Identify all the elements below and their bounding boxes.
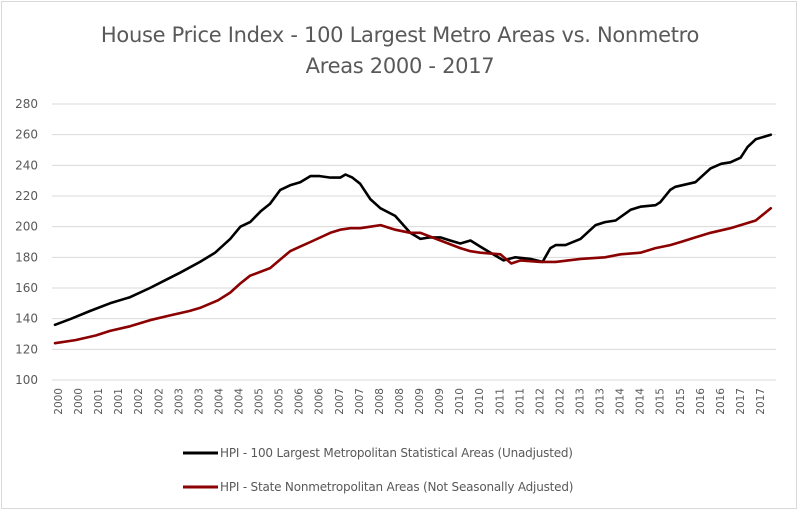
chart-title-line-2: Areas 2000 - 2017 bbox=[305, 54, 495, 78]
x-tick-label: 2009 bbox=[434, 388, 446, 415]
x-tick-label: 2000 bbox=[73, 388, 85, 415]
x-tick-label: 2017 bbox=[735, 388, 747, 415]
y-tick-label: 180 bbox=[15, 250, 38, 264]
x-tick-label: 2008 bbox=[394, 388, 406, 415]
x-tick-label: 2004 bbox=[213, 388, 225, 415]
gridlines bbox=[52, 103, 776, 381]
x-tick-label: 2009 bbox=[414, 388, 426, 415]
x-tick-label: 2005 bbox=[274, 388, 286, 415]
y-tick-label: 160 bbox=[15, 281, 38, 295]
legend-item: HPI - State Nonmetropolitan Areas (Not S… bbox=[183, 480, 573, 494]
y-tick-label: 260 bbox=[15, 128, 38, 142]
x-tick-label: 2002 bbox=[153, 388, 165, 415]
y-tick-label: 100 bbox=[15, 373, 38, 387]
chart-title-line-1: House Price Index - 100 Largest Metro Ar… bbox=[100, 23, 700, 47]
series-lines bbox=[53, 133, 773, 345]
x-tick-label: 2012 bbox=[534, 388, 546, 415]
x-tick-label: 2013 bbox=[595, 388, 607, 415]
y-tick-label: 220 bbox=[15, 189, 38, 203]
y-tick-label: 280 bbox=[15, 97, 38, 111]
x-tick-label: 2006 bbox=[294, 388, 306, 415]
x-tick-label: 2015 bbox=[655, 388, 667, 415]
x-tick-label: 2011 bbox=[514, 388, 526, 415]
y-tick-label: 200 bbox=[15, 220, 38, 234]
x-tick-label: 2003 bbox=[193, 388, 205, 415]
x-tick-label: 2014 bbox=[615, 388, 627, 415]
x-tick-label: 2014 bbox=[635, 388, 647, 415]
y-axis-ticks: 100 120 140 160 180 200 220 240 260 280 bbox=[15, 97, 38, 387]
y-tick-label: 140 bbox=[15, 312, 38, 326]
x-tick-label: 2013 bbox=[574, 388, 586, 415]
x-tick-label: 2008 bbox=[374, 388, 386, 415]
x-tick-label: 2006 bbox=[314, 388, 326, 415]
chart-title: House Price Index - 100 Largest Metro Ar… bbox=[0, 20, 800, 82]
legend-label: HPI - State Nonmetropolitan Areas (Not S… bbox=[220, 480, 573, 494]
x-tick-label: 2001 bbox=[113, 388, 125, 415]
y-tick-label: 120 bbox=[15, 342, 38, 356]
x-tick-label: 2000 bbox=[53, 388, 65, 415]
legend: HPI - 100 Largest Metropolitan Statistic… bbox=[183, 446, 573, 494]
x-tick-label: 2010 bbox=[474, 388, 486, 415]
x-tick-label: 2001 bbox=[93, 388, 105, 415]
x-tick-label: 2007 bbox=[334, 388, 346, 415]
x-tick-label: 2012 bbox=[554, 388, 566, 415]
x-tick-label: 2016 bbox=[695, 388, 707, 415]
x-tick-label: 2016 bbox=[715, 388, 727, 415]
x-axis-ticks: 2000 2000 2001 2001 2002 2002 2003 2003 2004 2004… bbox=[53, 388, 767, 415]
x-tick-label: 2015 bbox=[675, 388, 687, 415]
x-tick-label: 2007 bbox=[354, 388, 366, 415]
x-tick-label: 2005 bbox=[254, 388, 266, 415]
x-tick-label: 2004 bbox=[234, 388, 246, 415]
x-tick-label: 2010 bbox=[454, 388, 466, 415]
legend-label: HPI - 100 Largest Metropolitan Statistic… bbox=[220, 446, 573, 460]
x-tick-label: 2011 bbox=[494, 388, 506, 415]
x-tick-label: 2002 bbox=[133, 388, 145, 415]
metro-hpi-line bbox=[53, 133, 773, 327]
nonmetro-hpi-line bbox=[53, 207, 773, 345]
x-tick-label: 2017 bbox=[755, 388, 767, 415]
x-tick-label: 2003 bbox=[173, 388, 185, 415]
y-tick-label: 240 bbox=[15, 158, 38, 172]
legend-item: HPI - 100 Largest Metropolitan Statistic… bbox=[183, 446, 573, 460]
